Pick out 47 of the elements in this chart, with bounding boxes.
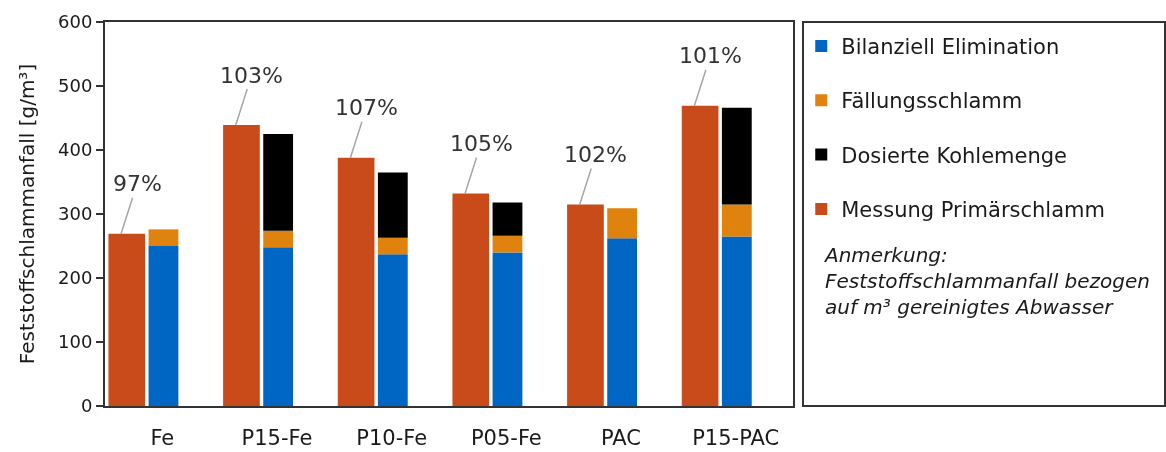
- bar: [148, 229, 179, 246]
- bar: [223, 125, 260, 406]
- bar: [452, 193, 490, 406]
- bar: [721, 236, 752, 406]
- legend-label: Fällungsschlamm: [841, 89, 1023, 114]
- y-tick-label: 600: [58, 11, 93, 33]
- y-axis-title: Feststoffschlammanfall [g/m³]: [15, 63, 40, 365]
- y-tick-label: 500: [58, 75, 93, 97]
- y-tick-label: 300: [58, 203, 93, 225]
- bar: [492, 202, 523, 236]
- bar: [721, 204, 752, 237]
- x-tick-label: P15-Fe: [241, 426, 313, 451]
- y-tick-label: 200: [58, 267, 93, 289]
- annotation: 101%: [679, 43, 742, 68]
- bar: [263, 247, 294, 406]
- bar: [681, 105, 719, 406]
- bar: [337, 157, 375, 406]
- annotation: 105%: [450, 131, 513, 156]
- bar: [607, 238, 638, 406]
- bar: [567, 204, 604, 406]
- annotation: 103%: [220, 63, 283, 88]
- bar: [377, 172, 408, 238]
- bar: [263, 134, 294, 231]
- bar: [108, 233, 146, 406]
- y-tick-label: 0: [80, 395, 93, 417]
- y-tick-label: 400: [58, 139, 93, 161]
- y-tick-label: 100: [58, 331, 93, 353]
- legend-label: Messung Primärschlamm: [841, 198, 1105, 223]
- legend-label: Bilanziell Elimination: [841, 35, 1060, 60]
- x-tick-label: P10-Fe: [356, 426, 428, 451]
- legend-label: Dosierte Kohlemenge: [841, 143, 1068, 168]
- annotation: 97%: [113, 171, 162, 196]
- x-tick-label: Fe: [150, 426, 175, 451]
- text: Anmerkung: Feststoffschlammanfall bezogen auf m³ gereinigtes Abwasser: [823, 243, 1150, 319]
- bar: [148, 246, 179, 406]
- bar: [263, 230, 294, 248]
- x-tick-label: PAC: [601, 426, 641, 451]
- bar: [492, 235, 523, 253]
- bar: [721, 107, 752, 205]
- x-tick-label: P15-PAC: [692, 426, 780, 451]
- bar: [607, 208, 638, 239]
- bar: [377, 254, 408, 406]
- annotation: 107%: [335, 95, 398, 120]
- x-tick-label: P05-Fe: [470, 426, 542, 451]
- bar: [377, 237, 408, 255]
- bar: [492, 252, 523, 406]
- annotation: 102%: [564, 142, 627, 167]
